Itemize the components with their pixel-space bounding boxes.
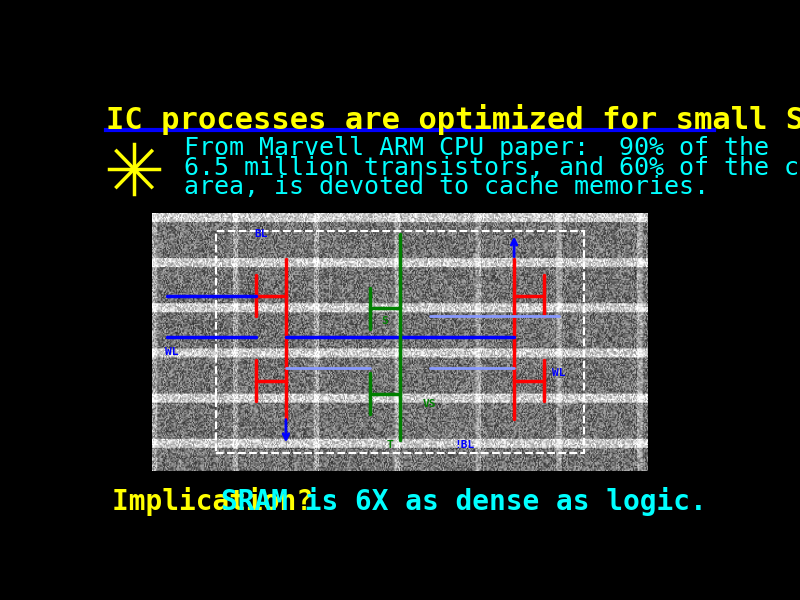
Text: T: T	[386, 440, 394, 450]
Text: IC processes are optimized for small SRAM cells: IC processes are optimized for small SRA…	[106, 104, 800, 136]
Text: VS: VS	[423, 399, 437, 409]
Text: S: S	[382, 316, 389, 326]
Text: 6.5 million transistors, and 60% of the chip: 6.5 million transistors, and 60% of the …	[184, 155, 800, 179]
Text: WL: WL	[552, 368, 566, 378]
Text: area, is devoted to cache memories.: area, is devoted to cache memories.	[184, 175, 709, 199]
Text: From Marvell ARM CPU paper:  90% of the: From Marvell ARM CPU paper: 90% of the	[184, 136, 769, 160]
Text: SRAM is 6X as dense as logic.: SRAM is 6X as dense as logic.	[221, 487, 706, 516]
Text: BL: BL	[254, 229, 268, 239]
Text: WL: WL	[165, 347, 178, 358]
Text: !BL: !BL	[454, 440, 474, 450]
Bar	[217, 231, 583, 453]
Text: Implication?: Implication?	[112, 487, 330, 516]
